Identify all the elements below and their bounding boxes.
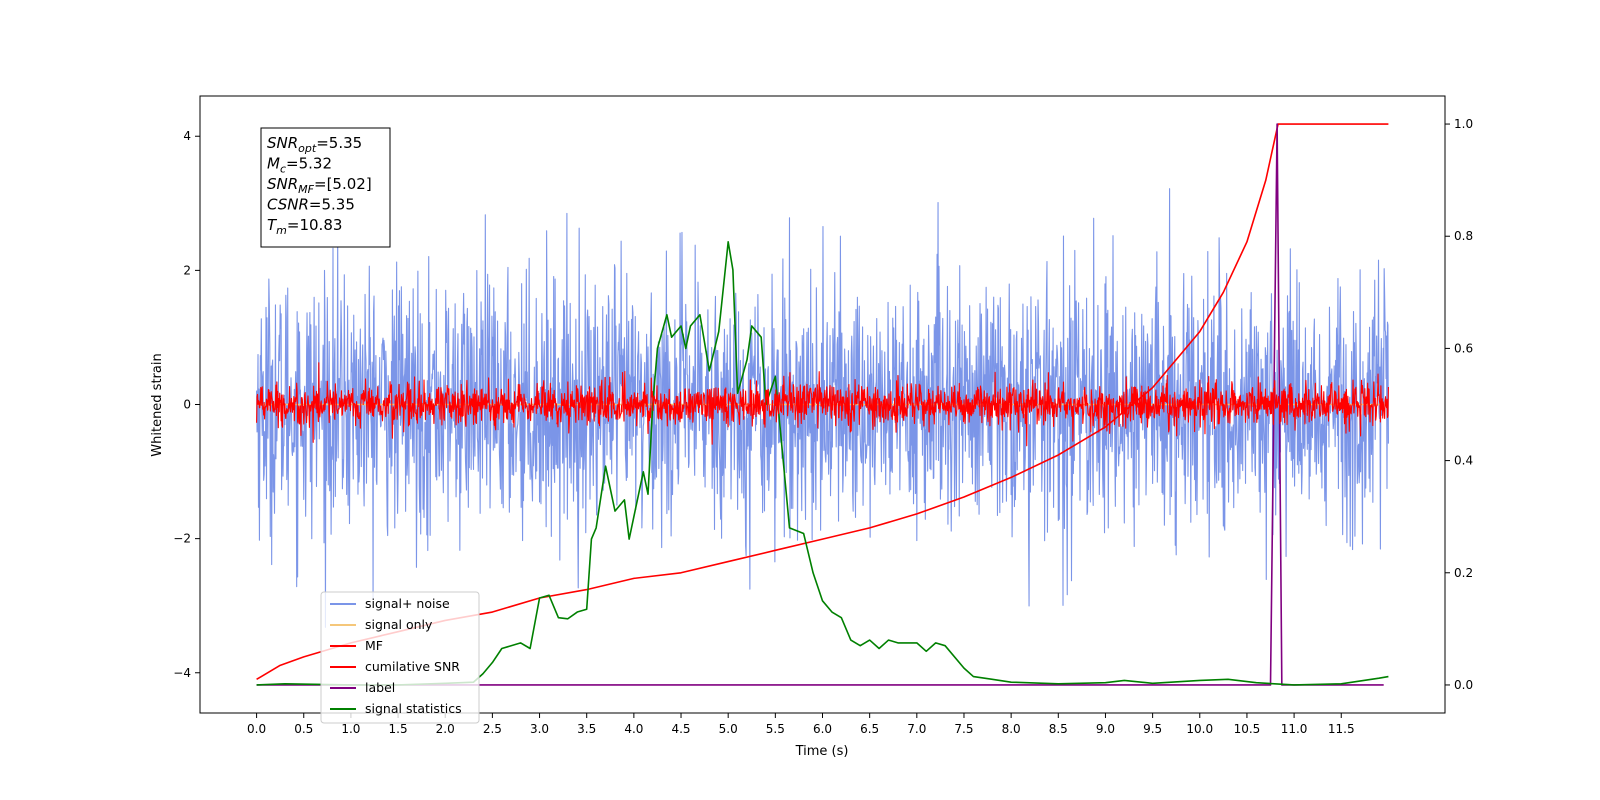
x-tick-label: 7.5 bbox=[954, 722, 973, 736]
y-tick-label: −4 bbox=[173, 666, 191, 680]
x-tick-label: 2.5 bbox=[483, 722, 502, 736]
y2-tick-label: 0.0 bbox=[1454, 678, 1473, 692]
legend-entry: cumilative SNR bbox=[330, 659, 460, 674]
x-tick-label: 0.0 bbox=[247, 722, 266, 736]
y-tick-label: −2 bbox=[173, 532, 191, 546]
y-axis-right: 0.0 0.2 0.4 0.6 0.8 1.0 bbox=[1445, 117, 1473, 692]
y2-tick-label: 0.8 bbox=[1454, 229, 1473, 243]
y2-tick-label: 0.4 bbox=[1454, 454, 1473, 468]
x-tick-label: 4.5 bbox=[671, 722, 690, 736]
x-tick-label: 2.0 bbox=[436, 722, 455, 736]
legend-entry: signal only bbox=[330, 617, 433, 632]
legend-label: signal statistics bbox=[365, 701, 462, 716]
x-tick-label: 3.0 bbox=[530, 722, 549, 736]
y-tick-label: 2 bbox=[183, 263, 191, 277]
y2-tick-label: 1.0 bbox=[1454, 117, 1473, 131]
x-tick-label: 6.5 bbox=[860, 722, 879, 736]
series-line-signal-statistics bbox=[256, 241, 1389, 686]
x-tick-label: 1.0 bbox=[341, 722, 360, 736]
x-tick-label: 9.5 bbox=[1143, 722, 1162, 736]
x-tick-label: 4.0 bbox=[624, 722, 643, 736]
x-tick-label: 9.0 bbox=[1096, 722, 1115, 736]
legend-entry: signal+ noise bbox=[330, 596, 450, 611]
legend-label: MF bbox=[365, 638, 383, 653]
annotation-box-frame bbox=[260, 127, 391, 248]
y-axis-left: −4 −2 0 2 4 bbox=[173, 129, 200, 680]
legend-entry: label bbox=[330, 680, 395, 695]
legend-label: cumilative SNR bbox=[365, 659, 460, 674]
x-tick-label: 5.0 bbox=[719, 722, 738, 736]
x-tick-label: 7.0 bbox=[907, 722, 926, 736]
y2-tick-label: 0.6 bbox=[1454, 341, 1473, 355]
x-tick-label: 10.5 bbox=[1234, 722, 1261, 736]
x-tick-label: 1.5 bbox=[389, 722, 408, 736]
x-axis-label: Time (s) bbox=[795, 744, 849, 759]
legend-label: label bbox=[365, 680, 395, 695]
annotation-line: SNRopt=5.35 bbox=[267, 134, 362, 155]
x-axis: 0.0 0.5 1.0 1.5 2.0 2.5 3.0 3.5 4.0 4.5 5.0 5.5 6.0 6… bbox=[247, 713, 1355, 736]
x-tick-label: 0.5 bbox=[294, 722, 313, 736]
x-tick-label: 8.5 bbox=[1049, 722, 1068, 736]
x-tick-label: 5.5 bbox=[766, 722, 785, 736]
series-line-mf bbox=[256, 362, 1389, 447]
y-tick-label: 4 bbox=[183, 129, 191, 143]
annotation-line: CSNR=5.35 bbox=[267, 196, 355, 214]
annotation-line: Tm=10.83 bbox=[267, 216, 342, 237]
y2-tick-label: 0.2 bbox=[1454, 566, 1473, 580]
x-tick-label: 11.0 bbox=[1281, 722, 1308, 736]
legend-entry: signal statistics bbox=[330, 701, 462, 716]
legend: signal+ noise signal only MF cumilative SNR… bbox=[320, 591, 480, 724]
y-tick-label: 0 bbox=[183, 398, 191, 412]
x-tick-label: 6.0 bbox=[813, 722, 832, 736]
x-tick-label: 3.5 bbox=[577, 722, 596, 736]
legend-label: signal+ noise bbox=[365, 596, 450, 611]
annotation-line: SNRMF=[5.02] bbox=[267, 175, 372, 196]
legend-label: signal only bbox=[365, 617, 433, 632]
x-tick-label: 11.5 bbox=[1328, 722, 1355, 736]
x-tick-label: 8.0 bbox=[1002, 722, 1021, 736]
legend-frame bbox=[320, 591, 480, 724]
legend-entry: MF bbox=[330, 638, 383, 653]
y-axis-label: Whitened strain bbox=[150, 353, 165, 456]
x-tick-label: 10.0 bbox=[1186, 722, 1213, 736]
annotation-line: Mc=5.32 bbox=[267, 155, 332, 176]
